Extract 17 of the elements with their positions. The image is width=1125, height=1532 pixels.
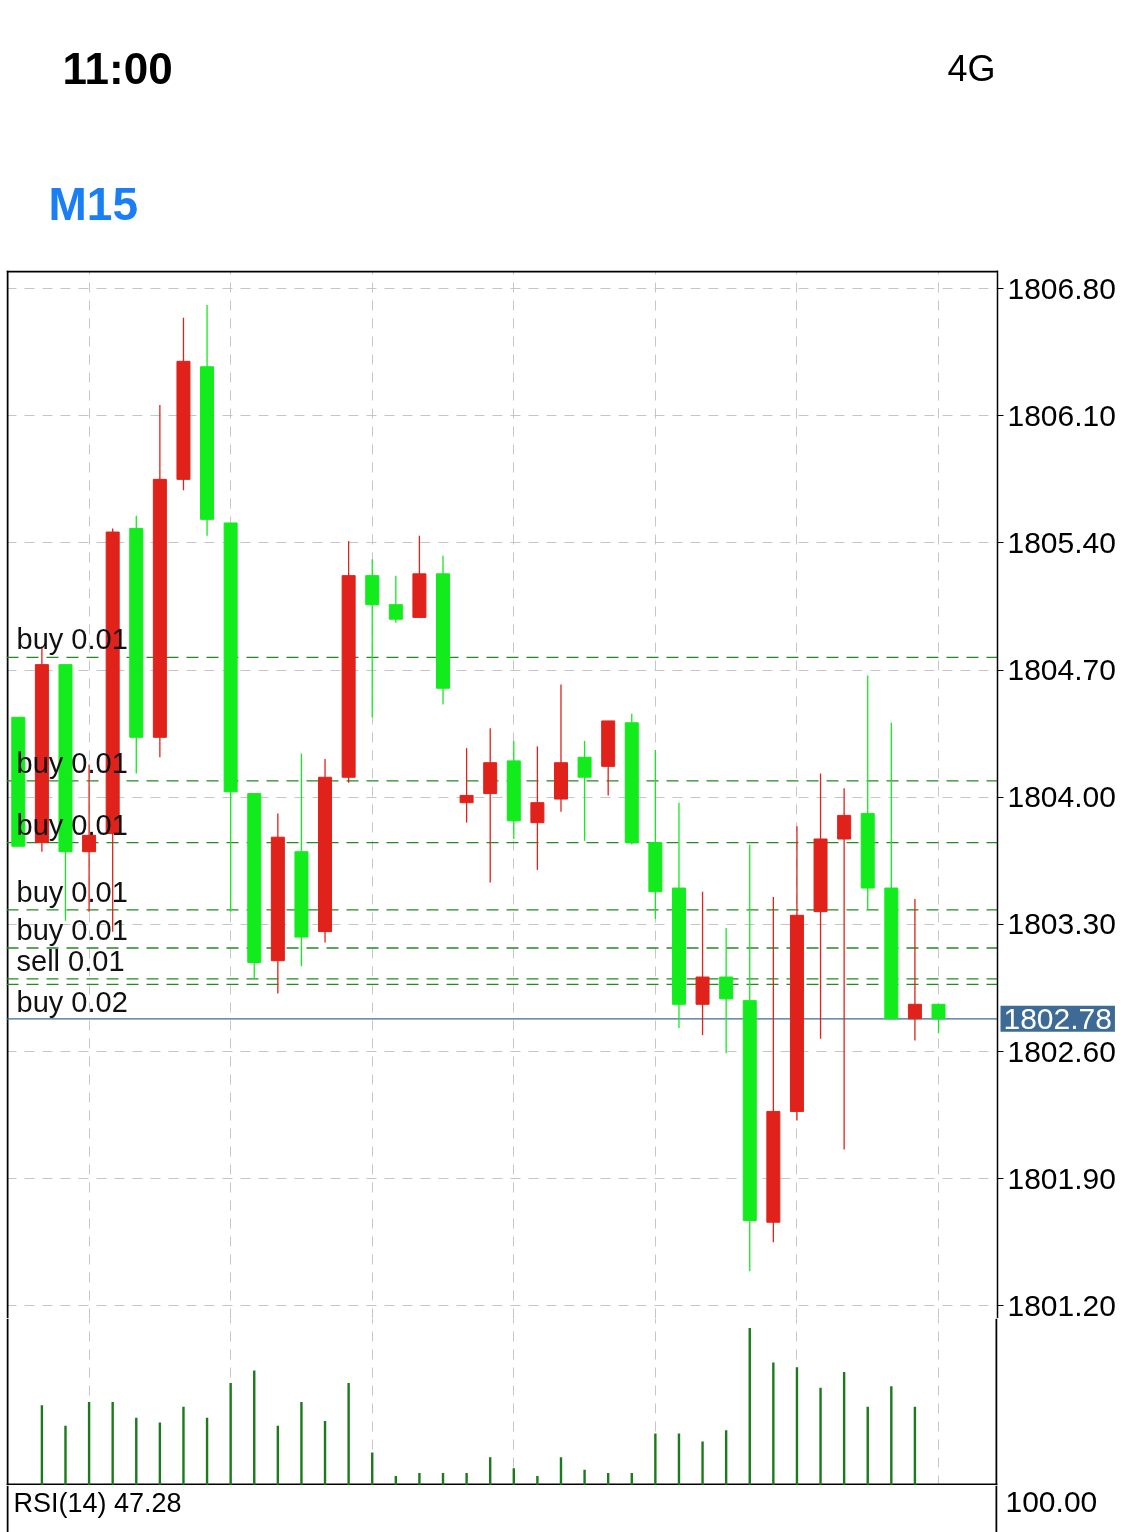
y-tick-label: 1805.40 (1007, 525, 1116, 559)
y-tick-label: 1801.90 (1007, 1161, 1116, 1195)
ref-line-label: buy 0.02 (16, 986, 128, 1019)
text: 11:00 (62, 44, 173, 93)
chart-title: M15 (48, 178, 138, 230)
ref-line-label: buy 0.01 (16, 913, 128, 946)
y-tick-label: 1806.80 (1007, 271, 1116, 305)
ref-line-label: 1802.78 (1003, 1001, 1112, 1035)
text: 100.00 (1005, 1484, 1098, 1518)
y-tick-label: 1801.20 (1007, 1288, 1116, 1322)
y-tick-label: 1802.60 (1007, 1034, 1116, 1068)
y-tick-label: 1804.00 (1007, 780, 1116, 814)
text: 4G (947, 48, 996, 89)
y-tick-label: 1806.10 (1007, 398, 1116, 432)
y-tick-label: 1804.70 (1007, 653, 1116, 687)
y-tick-label: 1803.30 (1007, 907, 1116, 941)
text: RSI(14) 47.28 (13, 1487, 182, 1518)
